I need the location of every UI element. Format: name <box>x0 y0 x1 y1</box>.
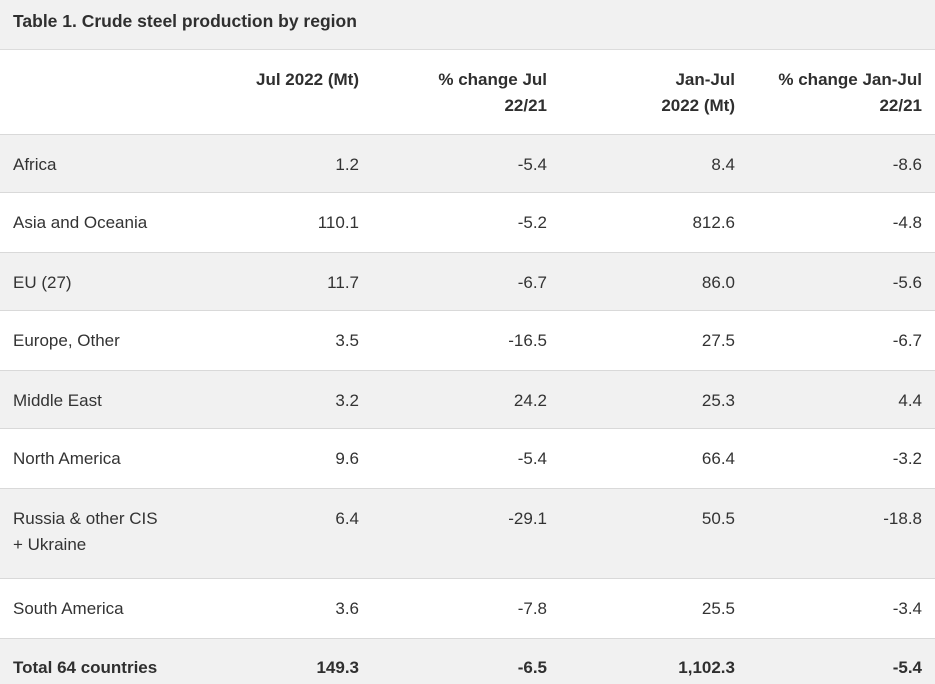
row-jan-jul-value: 25.3 <box>701 390 735 410</box>
row-jan-jul-value: 8.4 <box>711 154 735 174</box>
row-pct-change-jul: -29.1 <box>508 508 547 528</box>
row-jul-value: 11.7 <box>327 272 359 292</box>
row-jan-jul-value: 86.0 <box>701 272 735 292</box>
row-pct-change-jul: -5.4 <box>517 448 547 468</box>
total-jan-jul-value: 1,102.3 <box>678 657 735 677</box>
total-row: Total 64 countries 149.3 -6.5 1,102.3 -5… <box>0 638 935 684</box>
row-pct-change-jan-jul: 4.4 <box>898 390 922 410</box>
table-row: Russia & other CIS + Ukraine 6.4 -29.1 50… <box>0 488 935 578</box>
row-jul-value: 6.4 <box>335 508 359 528</box>
row-jul-value: 3.2 <box>335 390 359 410</box>
row-region: Africa <box>13 154 57 174</box>
row-pct-change-jul: -6.7 <box>517 272 547 292</box>
header-jan-jul-2022: Jan-Jul 2022 (Mt) <box>661 70 735 115</box>
row-jan-jul-value: 50.5 <box>701 508 735 528</box>
row-region: Middle East <box>13 390 102 410</box>
row-region: Asia and Oceania <box>13 212 148 232</box>
table-row: Europe, Other 3.5 -16.5 27.5 -6.7 <box>0 310 935 370</box>
row-pct-change-jul: 24.2 <box>513 390 547 410</box>
table-row: Africa 1.2 -5.4 8.4 -8.6 <box>0 134 935 192</box>
row-pct-change-jul: -16.5 <box>508 330 547 350</box>
row-jul-value: 1.2 <box>335 154 359 174</box>
row-jan-jul-value: 25.5 <box>701 598 735 618</box>
total-pct-change-jul: -6.5 <box>517 657 547 677</box>
row-pct-change-jan-jul: -3.2 <box>892 448 922 468</box>
row-pct-change-jan-jul: -8.6 <box>892 154 922 174</box>
row-region: EU (27) <box>13 272 72 292</box>
header-pct-change-jan-jul: % change Jan-Jul 22/21 <box>778 70 922 115</box>
header-pct-change-jul: % change Jul 22/21 <box>438 70 547 115</box>
row-jan-jul-value: 66.4 <box>701 448 735 468</box>
row-jul-value: 3.5 <box>335 330 359 350</box>
row-pct-change-jul: -5.4 <box>517 154 547 174</box>
header-jul-2022: Jul 2022 (Mt) <box>256 70 359 89</box>
row-pct-change-jan-jul: -6.7 <box>892 330 922 350</box>
header-region <box>0 50 200 134</box>
row-region: North America <box>13 448 121 468</box>
table-row: South America 3.6 -7.8 25.5 -3.4 <box>0 578 935 638</box>
row-region: Russia & other CIS + Ukraine <box>13 508 158 554</box>
row-pct-change-jan-jul: -3.4 <box>892 598 922 618</box>
row-jan-jul-value: 812.6 <box>692 212 735 232</box>
row-pct-change-jan-jul: -5.6 <box>892 272 922 292</box>
row-region: Europe, Other <box>13 330 120 350</box>
row-jul-value: 110.1 <box>317 212 359 232</box>
table-row: Middle East 3.2 24.2 25.3 4.4 <box>0 370 935 428</box>
header-row: Jul 2022 (Mt) % change Jul 22/21 Jan-Jul 2… <box>0 50 935 134</box>
table-caption: Table 1. Crude steel production by regio… <box>0 0 935 50</box>
table-row: Asia and Oceania 110.1 -5.2 812.6 -4.8 <box>0 192 935 252</box>
total-pct-change-jan-jul: -5.4 <box>892 657 922 677</box>
row-pct-change-jan-jul: -4.8 <box>892 212 922 232</box>
table-row: EU (27) 11.7 -6.7 86.0 -5.6 <box>0 252 935 310</box>
total-label: Total 64 countries <box>13 657 158 677</box>
row-pct-change-jul: -5.2 <box>517 212 547 232</box>
row-region: South America <box>13 598 124 618</box>
row-pct-change-jan-jul: -18.8 <box>883 508 922 528</box>
total-jul-value: 149.3 <box>316 657 359 677</box>
row-jan-jul-value: 27.5 <box>701 330 735 350</box>
row-pct-change-jul: -7.8 <box>517 598 547 618</box>
table-row: North America 9.6 -5.4 66.4 -3.2 <box>0 428 935 488</box>
row-jul-value: 3.6 <box>335 598 359 618</box>
steel-production-table: Jul 2022 (Mt) % change Jul 22/21 Jan-Jul 2… <box>0 50 935 684</box>
row-jul-value: 9.6 <box>335 448 359 468</box>
